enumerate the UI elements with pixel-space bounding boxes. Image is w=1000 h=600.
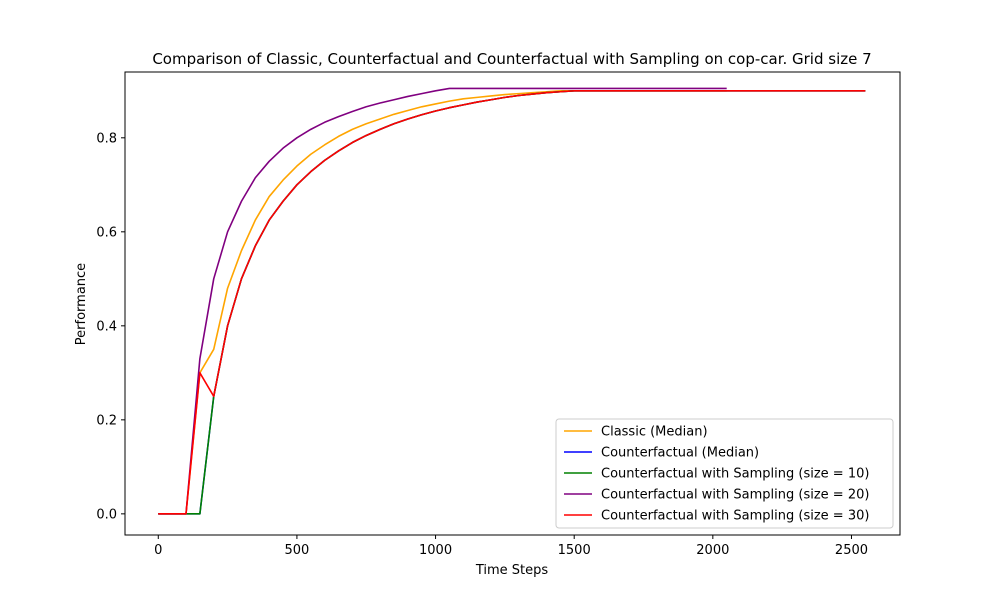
series-group bbox=[158, 87, 866, 515]
y-tick-label: 0.4 bbox=[96, 319, 117, 334]
y-tick-label: 0.6 bbox=[96, 225, 117, 240]
chart-title: Comparison of Classic, Counterfactual an… bbox=[152, 50, 871, 68]
y-tick-label: 0.2 bbox=[96, 413, 117, 428]
legend-entry: Counterfactual with Sampling (size = 20) bbox=[601, 488, 869, 503]
x-tick-label: 1000 bbox=[419, 543, 452, 558]
x-tick-label: 500 bbox=[285, 543, 310, 558]
plot-border bbox=[124, 71, 901, 536]
legend-entry: Counterfactual with Sampling (size = 10) bbox=[601, 467, 869, 482]
legend: Classic (Median) Counterfactual (Median) C… bbox=[555, 418, 894, 529]
legend-entry: Counterfactual with Sampling (size = 30) bbox=[601, 509, 869, 524]
x-tick-label: 2500 bbox=[835, 543, 868, 558]
x-axis: 0 500 1000 1500 2000 2500 bbox=[154, 535, 868, 558]
y-tick-label: 0.8 bbox=[96, 131, 117, 146]
legend-box bbox=[555, 418, 894, 529]
x-tick-label: 1500 bbox=[558, 543, 591, 558]
y-tick-label: 0.0 bbox=[96, 507, 117, 522]
y-axis: 0.0 0.2 0.4 0.6 0.8 bbox=[96, 131, 125, 522]
legend-entry: Counterfactual (Median) bbox=[601, 446, 759, 461]
x-tick-label: 2000 bbox=[696, 543, 729, 558]
x-axis-label: Time Steps bbox=[475, 563, 549, 578]
x-tick-label: 0 bbox=[154, 543, 162, 558]
series-line-5 bbox=[158, 90, 866, 515]
legend-entry: Classic (Median) bbox=[601, 425, 708, 440]
series-line-4 bbox=[158, 87, 727, 515]
plot-area bbox=[124, 71, 901, 536]
y-axis-label: Performance bbox=[74, 263, 89, 345]
